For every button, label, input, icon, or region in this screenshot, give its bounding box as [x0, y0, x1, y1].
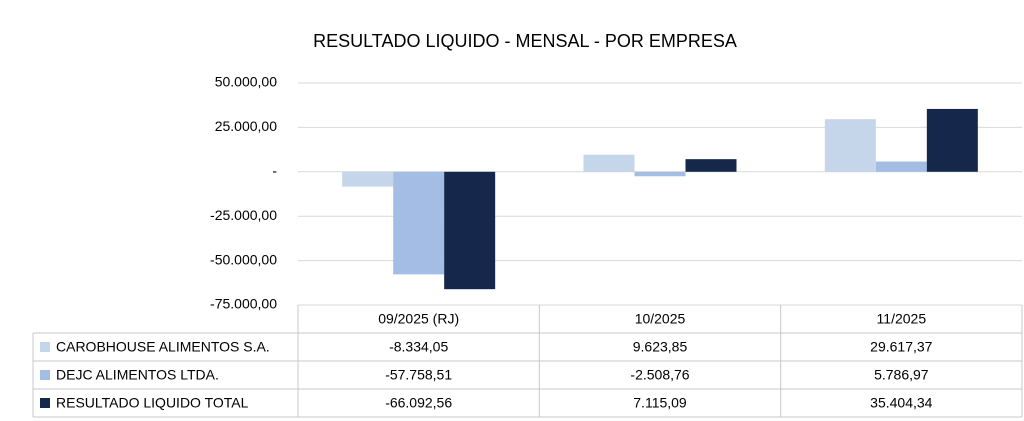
table-value: -8.334,05: [389, 339, 448, 355]
table-value: 5.786,97: [874, 367, 929, 383]
table-value: 7.115,09: [633, 395, 687, 411]
bar: [634, 171, 686, 177]
x-tick-label: 11/2025: [877, 311, 927, 327]
legend-label: CAROBHOUSE ALIMENTOS S.A.: [56, 339, 270, 355]
bar: [393, 171, 445, 275]
bar: [824, 119, 876, 172]
legend-label: DEJC ALIMENTOS LTDA.: [56, 367, 219, 383]
legend-swatch: [40, 398, 50, 408]
table-value: 29.617,37: [870, 339, 932, 355]
table-value: 9.623,85: [633, 339, 688, 355]
legend-label: RESULTADO LIQUIDO TOTAL: [56, 395, 249, 411]
x-tick-label: 09/2025 (RJ): [378, 311, 459, 327]
bar: [342, 171, 394, 187]
bar: [583, 154, 635, 172]
legend-swatch: [40, 370, 50, 380]
bar: [444, 171, 496, 290]
bar: [926, 108, 978, 172]
bar: [685, 159, 737, 172]
y-tick-label: -75.000,00: [210, 296, 277, 312]
bar: [875, 161, 927, 172]
y-tick-label: 50.000,00: [215, 74, 277, 90]
table-value: -57.758,51: [385, 367, 452, 383]
y-tick-label: -50.000,00: [210, 251, 277, 267]
chart-title: RESULTADO LIQUIDO - MENSAL - POR EMPRESA: [313, 31, 737, 51]
table-value: -2.508,76: [630, 367, 689, 383]
table-value: -66.092,56: [385, 395, 452, 411]
y-tick-label: 25.000,00: [215, 118, 277, 134]
y-tick-label: -25.000,00: [210, 207, 277, 223]
x-tick-label: 10/2025: [635, 311, 686, 327]
table-value: 35.404,34: [870, 395, 932, 411]
y-tick-label: -: [272, 163, 277, 179]
legend-swatch: [40, 342, 50, 352]
